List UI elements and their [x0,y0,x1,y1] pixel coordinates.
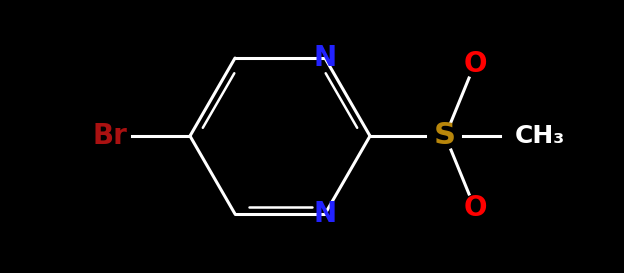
Text: Br: Br [92,122,127,150]
Text: CH₃: CH₃ [515,124,565,148]
Text: S: S [434,121,456,150]
Text: N: N [313,200,336,228]
Text: O: O [463,50,487,78]
Text: N: N [313,44,336,72]
Text: O: O [463,194,487,222]
